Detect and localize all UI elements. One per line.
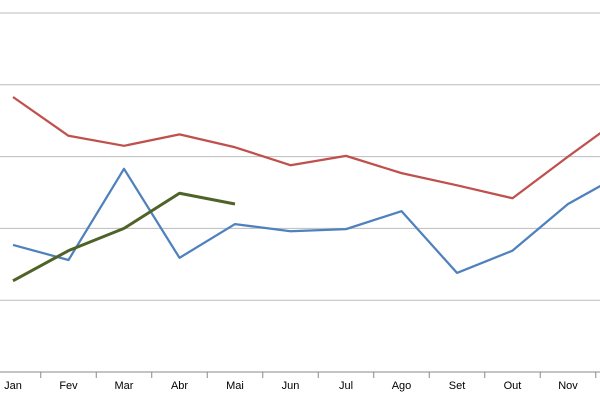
series-line: [12, 191, 236, 283]
x-tick-label: Mai: [226, 380, 244, 392]
x-tick-label: Out: [504, 380, 522, 392]
x-tick-label: Nov: [558, 380, 578, 392]
x-tick-label: Fev: [59, 380, 78, 392]
series-line: [12, 96, 600, 200]
x-tick-label: Jul: [339, 380, 353, 392]
x-tick-label: Jan: [4, 380, 22, 392]
x-tick-label: Ago: [392, 380, 412, 392]
x-tick-label: Jun: [282, 380, 300, 392]
series-line: [12, 167, 600, 275]
x-tick-label: Set: [449, 380, 466, 392]
x-tick-label: Abr: [171, 380, 188, 392]
x-tick-label: Mar: [115, 380, 134, 392]
